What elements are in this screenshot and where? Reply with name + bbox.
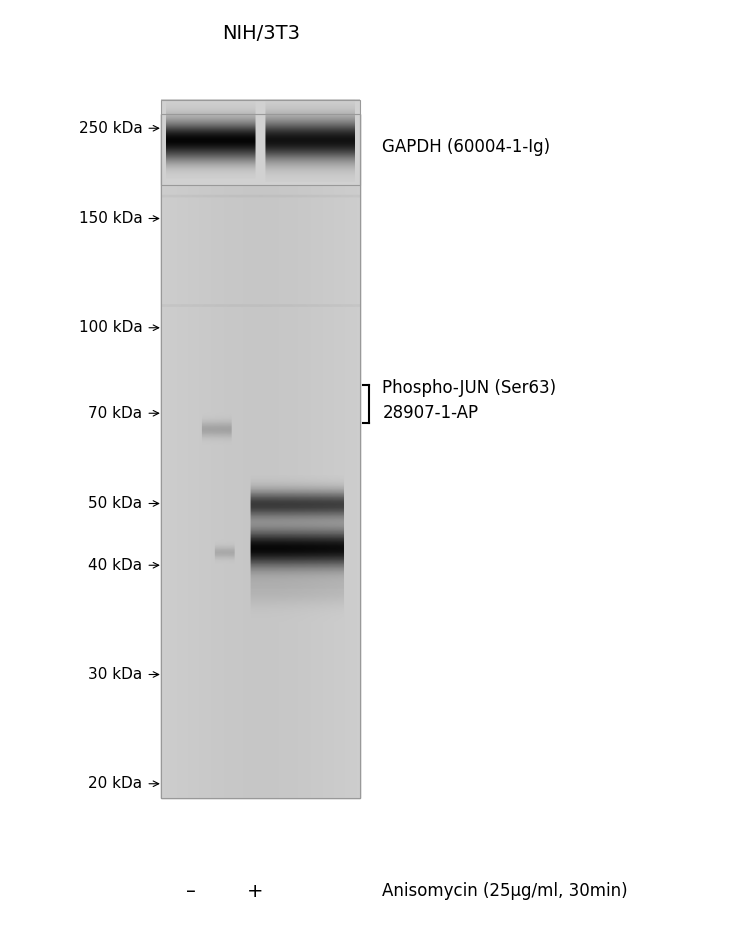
Text: NIH/3T3: NIH/3T3: [222, 24, 300, 43]
Text: 20 kDa: 20 kDa: [88, 776, 142, 791]
Text: 250 kDa: 250 kDa: [79, 121, 142, 136]
Text: 150 kDa: 150 kDa: [79, 211, 142, 226]
Text: Anisomycin (25μg/ml, 30min): Anisomycin (25μg/ml, 30min): [382, 883, 628, 900]
Text: 100 kDa: 100 kDa: [79, 320, 142, 335]
Text: 40 kDa: 40 kDa: [88, 558, 142, 573]
FancyBboxPatch shape: [161, 114, 360, 798]
Text: +: +: [247, 882, 263, 901]
Text: 70 kDa: 70 kDa: [88, 406, 142, 421]
Bar: [161, 100, 360, 185]
Text: –: –: [186, 882, 196, 901]
Bar: [161, 114, 360, 798]
Text: GAPDH (60004-1-Ig): GAPDH (60004-1-Ig): [382, 139, 550, 156]
Text: Phospho-JUN (Ser63)
28907-1-AP: Phospho-JUN (Ser63) 28907-1-AP: [382, 379, 556, 423]
Text: 30 kDa: 30 kDa: [88, 667, 142, 682]
Text: 50 kDa: 50 kDa: [88, 496, 142, 511]
